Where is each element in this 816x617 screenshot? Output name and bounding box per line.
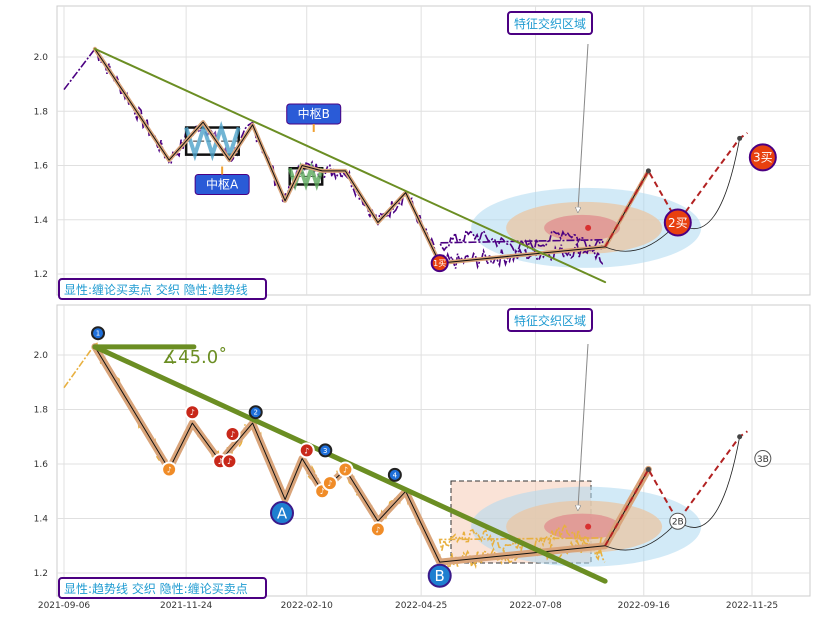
projection-line	[604, 132, 748, 248]
bottom-x-ticks: 2021-09-06 2021-11-24 2022-02-10 2022-04-25…	[38, 601, 778, 611]
top-region-arrow	[578, 43, 589, 210]
projection-label-circle	[754, 450, 772, 468]
top-bi-strokes	[92, 46, 651, 266]
music-marker-circle	[369, 521, 386, 538]
bottom-region-label-box	[507, 308, 593, 332]
music-marker-text: ♪	[327, 479, 332, 488]
music-marker-text: ♪	[218, 457, 223, 466]
numbered-marker-circle	[387, 467, 402, 482]
x-tick-label: 2021-09-06	[38, 601, 91, 611]
music-marker-circle	[184, 404, 201, 421]
zhongshu-label: 中枢B	[298, 106, 330, 121]
x-tick-label: 2022-04-25	[395, 601, 447, 611]
buy-point-circle	[748, 143, 777, 172]
numbered-marker-circle	[91, 326, 106, 341]
bottom-region-label: 特征交织区域	[514, 313, 586, 328]
bottom-legend-text: 显性:趋势线 交织 隐性:缠论买卖点	[64, 581, 248, 596]
top-legend-text: 显性:缠论买卖点 交织 隐性:趋势线	[64, 282, 248, 297]
wave-label-text: A	[277, 504, 288, 522]
buy-point-circle	[663, 208, 692, 237]
top-y-ticks: 1.2 1.4 1.6 1.8 2.0	[34, 53, 49, 280]
x-tick-label: 2022-02-10	[281, 601, 334, 611]
y-tick-label: 1.2	[34, 270, 48, 280]
x-tick-label: 2022-07-08	[509, 601, 562, 611]
x-tick-label: 2022-11-25	[726, 601, 778, 611]
buy-point-text: 2买	[668, 216, 688, 230]
top-trend-line	[93, 47, 607, 284]
buy-point-text: 3买	[753, 151, 773, 165]
music-marker-circle	[298, 442, 315, 459]
numbered-marker-circle	[248, 405, 263, 420]
music-marker-circle	[221, 453, 238, 470]
music-marker-circle	[161, 461, 178, 478]
bottom-region-arrow	[578, 343, 589, 508]
projection-node	[645, 466, 651, 472]
projection-label-text: 2B	[672, 518, 684, 528]
projection-label-circle	[669, 512, 687, 530]
y-tick-label: 1.8	[34, 107, 49, 117]
projection-arc	[677, 436, 741, 528]
y-tick-label: 2.0	[34, 53, 49, 63]
wave-label-text: B	[435, 567, 445, 585]
projection-arc	[604, 520, 679, 551]
top-panel: 1.2 1.4 1.6 1.8 2.0 中枢A 中枢B 1买 2买 3买 特征交织区域 显性:…	[34, 5, 811, 300]
bottom-panel: 1.2 1.4 1.6 1.8 2.0 2021-09-06 2021-11-24 2022…	[34, 304, 811, 611]
numbered-marker-circle	[318, 443, 333, 458]
top-region-label: 特征交织区域	[514, 16, 586, 31]
projection-line	[604, 430, 748, 547]
y-tick-label: 1.6	[34, 162, 49, 172]
music-marker-text: ♪	[230, 430, 235, 439]
y-tick-label: 2.0	[34, 351, 49, 361]
bi-stroke-line	[94, 346, 649, 563]
top-region-label-box	[507, 11, 593, 35]
wave-label-circle	[269, 501, 294, 526]
numbered-marker-text: 4	[393, 471, 398, 479]
bottom-legend-box	[58, 577, 267, 599]
buy-point-circle	[430, 254, 449, 273]
angle-label: ∡45.0˚	[162, 347, 227, 368]
y-tick-label: 1.8	[34, 406, 49, 416]
music-marker-text: ♪	[167, 465, 172, 474]
music-marker-text: ♪	[304, 446, 309, 455]
numbered-marker-text: 3	[323, 447, 327, 455]
music-marker-text: ♪	[343, 465, 348, 474]
music-marker-text: ♪	[320, 487, 325, 496]
music-marker-text: ♪	[375, 525, 380, 534]
trend-line	[93, 47, 607, 284]
projection-node	[737, 135, 743, 141]
projection-node	[645, 168, 651, 174]
y-tick-label: 1.4	[34, 515, 49, 525]
zhongshu-wiggle	[184, 120, 241, 162]
numbered-marker-text: 1	[96, 330, 100, 338]
feature-ellipse-inner	[544, 214, 621, 241]
bottom-y-ticks: 1.2 1.4 1.6 1.8 2.0	[34, 351, 49, 579]
music-marker-text: ♪	[190, 408, 195, 417]
music-marker-circle	[321, 475, 338, 492]
bi-stroke-line	[94, 48, 649, 264]
numbered-marker-text: 2	[253, 409, 257, 417]
feature-ellipse-inner	[544, 513, 621, 540]
buy-point-text: 1买	[433, 259, 446, 268]
wave-label-circle	[427, 563, 452, 588]
x-tick-label: 2022-09-16	[618, 601, 671, 611]
music-marker-circle	[224, 426, 241, 443]
bottom-bi-strokes	[91, 343, 652, 566]
bottom-projection	[604, 430, 748, 551]
music-marker-circle	[337, 461, 354, 478]
x-tick-label: 2021-11-24	[160, 601, 213, 611]
top-legend-box	[58, 278, 267, 300]
top-labels: 1买 2买 3买	[430, 143, 777, 273]
projection-node	[737, 434, 743, 440]
music-marker-text: ♪	[227, 457, 232, 466]
feature-target-point	[585, 224, 592, 231]
feature-target-point	[585, 523, 592, 530]
y-tick-label: 1.2	[34, 569, 48, 579]
y-tick-label: 1.4	[34, 216, 49, 226]
projection-label-text: 3B	[757, 455, 769, 465]
zhongshu-label: 中枢A	[206, 176, 239, 191]
y-tick-label: 1.6	[34, 460, 49, 470]
